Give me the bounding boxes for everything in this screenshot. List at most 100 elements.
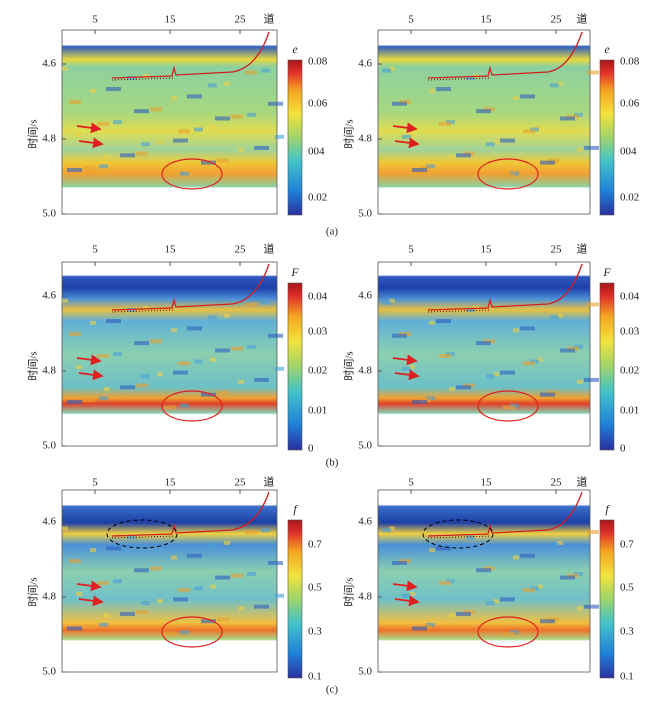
texture bbox=[99, 622, 108, 627]
colorbar-tick-label: 0.1 bbox=[308, 671, 322, 683]
texture bbox=[208, 83, 217, 88]
texture bbox=[238, 379, 244, 384]
texture bbox=[143, 74, 149, 79]
texture bbox=[409, 591, 415, 596]
colorbar bbox=[287, 59, 303, 216]
texture bbox=[513, 555, 519, 560]
texture bbox=[245, 530, 257, 535]
colorbar bbox=[599, 282, 615, 451]
texture bbox=[560, 348, 575, 353]
texture bbox=[476, 109, 491, 114]
texture bbox=[268, 333, 283, 338]
texture bbox=[134, 568, 149, 573]
texture bbox=[587, 302, 599, 307]
heatmap bbox=[377, 261, 591, 447]
y-tick-label: 5.0 bbox=[42, 440, 56, 452]
x-tick-label: 道 bbox=[264, 12, 275, 26]
texture bbox=[412, 400, 427, 404]
texture bbox=[449, 155, 455, 160]
x-tick-label: 15 bbox=[481, 244, 493, 256]
x-tick-label: 5 bbox=[92, 14, 98, 26]
dotted-line bbox=[111, 309, 175, 313]
colorbar-tick-label: 0.3 bbox=[620, 626, 634, 638]
y-tick-label: 5.0 bbox=[358, 208, 372, 220]
texture bbox=[503, 173, 515, 178]
texture bbox=[493, 372, 499, 377]
colorbar-tick-label: 0.03 bbox=[620, 326, 640, 338]
texture bbox=[537, 357, 543, 362]
texture bbox=[587, 530, 599, 535]
arrow bbox=[392, 580, 418, 592]
texture bbox=[136, 383, 148, 388]
texture bbox=[180, 630, 189, 635]
texture bbox=[550, 83, 559, 88]
texture bbox=[439, 354, 451, 358]
texture bbox=[113, 352, 122, 357]
colorbar-tick-label: 0.01 bbox=[308, 405, 327, 417]
texture bbox=[215, 348, 230, 353]
arrow bbox=[392, 122, 418, 134]
x-tick-label: 道 bbox=[264, 242, 275, 256]
y-axis-label: 时间/s bbox=[27, 577, 40, 606]
texture bbox=[83, 624, 95, 629]
texture bbox=[150, 566, 162, 571]
texture bbox=[550, 315, 559, 320]
texture bbox=[83, 166, 95, 171]
x-tick-label: 25 bbox=[551, 14, 563, 26]
texture bbox=[486, 601, 495, 606]
texture bbox=[254, 377, 269, 382]
texture bbox=[382, 528, 391, 533]
colorbar-tick-label: 0.06 bbox=[620, 98, 640, 110]
y-tick-label: 4.8 bbox=[42, 365, 56, 377]
texture bbox=[164, 405, 176, 410]
texture bbox=[90, 320, 96, 325]
dotted-line bbox=[427, 309, 491, 313]
arrow bbox=[392, 354, 418, 366]
texture bbox=[456, 385, 471, 390]
colorbar bbox=[599, 59, 615, 216]
texture bbox=[178, 361, 190, 366]
texture bbox=[439, 581, 451, 585]
texture bbox=[550, 542, 559, 547]
texture bbox=[486, 142, 495, 147]
texture bbox=[409, 133, 415, 138]
texture bbox=[69, 99, 81, 104]
texture bbox=[157, 372, 163, 377]
texture bbox=[141, 142, 150, 147]
texture bbox=[247, 112, 256, 117]
texture bbox=[513, 96, 519, 101]
arrow bbox=[78, 137, 104, 149]
colorbar-tick-label: 0 bbox=[620, 443, 626, 455]
texture bbox=[143, 306, 149, 311]
texture bbox=[540, 619, 555, 624]
texture bbox=[134, 109, 149, 114]
x-tick-label: 5 bbox=[92, 477, 98, 489]
texture bbox=[97, 122, 109, 126]
texture bbox=[584, 145, 599, 150]
texture bbox=[402, 366, 411, 371]
arrow bbox=[394, 595, 420, 607]
y-tick-label: 4.8 bbox=[42, 591, 56, 603]
x-tick-label: 道 bbox=[577, 475, 588, 489]
texture bbox=[429, 320, 435, 325]
texture bbox=[90, 88, 96, 93]
arrow bbox=[76, 354, 102, 366]
texture bbox=[412, 168, 427, 172]
texture bbox=[194, 359, 203, 364]
texture bbox=[69, 559, 81, 564]
colorbar-tick-label: 0.02 bbox=[308, 192, 327, 204]
texture bbox=[201, 619, 216, 624]
texture bbox=[275, 366, 284, 371]
heatmap bbox=[61, 489, 278, 673]
texture bbox=[113, 120, 122, 125]
dotted-line bbox=[111, 535, 175, 539]
texture bbox=[134, 341, 149, 346]
texture bbox=[67, 626, 82, 631]
texture bbox=[382, 68, 391, 73]
x-tick-label: 15 bbox=[165, 14, 177, 26]
texture bbox=[76, 591, 82, 596]
texture bbox=[389, 66, 395, 71]
colorbar-tick-label: 0.08 bbox=[308, 56, 328, 68]
texture bbox=[62, 298, 68, 303]
